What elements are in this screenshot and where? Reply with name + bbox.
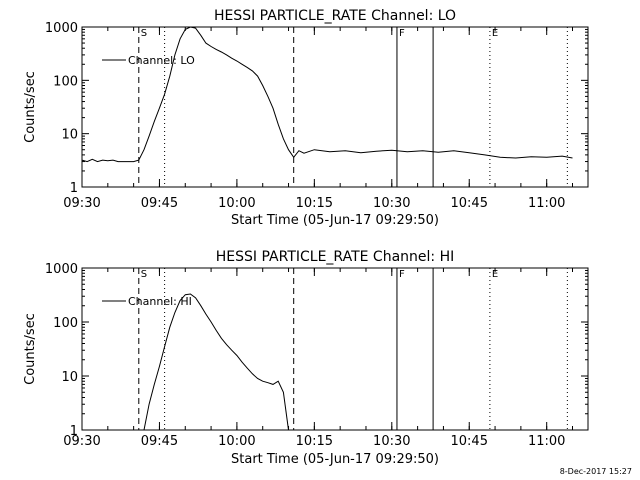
series-line <box>81 26 573 163</box>
x-axis-label: Start Time (05-Jun-17 09:29:50) <box>231 213 439 228</box>
x-tick-label: 10:30 <box>373 196 410 211</box>
plot-timestamp: 8-Dec-2017 15:27 <box>559 467 632 476</box>
y-tick-label: 100 <box>53 74 78 89</box>
y-tick-label: 10 <box>61 128 78 143</box>
x-tick-label: 10:30 <box>373 434 410 449</box>
x-tick-label: 09:30 <box>63 196 100 211</box>
x-tick-label: 11:00 <box>528 434 565 449</box>
x-tick-label: 10:45 <box>451 434 488 449</box>
event-marker-label: F <box>399 269 405 280</box>
plot-frame <box>81 26 589 188</box>
x-tick-label: 11:00 <box>528 196 565 211</box>
lo-channel-panel: HESSI PARTICLE_RATE Channel: LO 1 10 100 100… <box>23 8 589 228</box>
event-marker-label: F <box>399 28 405 39</box>
x-axis-label: Start Time (05-Jun-17 09:29:50) <box>231 452 439 467</box>
x-tick-label: 10:15 <box>296 196 333 211</box>
y-tick-label: 100 <box>53 316 78 331</box>
x-tick-label: 09:30 <box>63 434 100 449</box>
x-tick-label: 10:45 <box>451 196 488 211</box>
x-tick-label: 10:00 <box>218 196 255 211</box>
series-line <box>143 293 289 431</box>
chart-title: HESSI PARTICLE_RATE Channel: HI <box>216 249 454 265</box>
event-marker-label: S <box>141 269 147 280</box>
x-tick-label: 09:45 <box>141 196 178 211</box>
y-axis-label: Counts/sec <box>23 313 38 385</box>
y-tick-label: 1 <box>70 424 78 439</box>
y-tick-label: 1000 <box>45 262 78 277</box>
hi-channel-panel: HESSI PARTICLE_RATE Channel: HI 1 10 100 100… <box>23 249 589 467</box>
legend-label: Channel: LO <box>128 54 195 67</box>
legend-label: Channel: HI <box>128 295 192 308</box>
y-tick-label: 1000 <box>45 21 78 36</box>
plot-frame <box>81 267 589 431</box>
event-marker-label: S <box>141 28 147 39</box>
event-marker-label: E <box>492 269 498 280</box>
event-marker-label: E <box>492 28 498 39</box>
x-tick-label: 10:00 <box>218 434 255 449</box>
y-tick-label: 10 <box>61 370 78 385</box>
x-tick-label: 10:15 <box>296 434 333 449</box>
x-tick-label: 09:45 <box>141 434 178 449</box>
chart-title: HESSI PARTICLE_RATE Channel: LO <box>214 8 456 24</box>
y-axis-label: Counts/sec <box>23 71 38 143</box>
y-tick-label: 1 <box>70 181 78 196</box>
